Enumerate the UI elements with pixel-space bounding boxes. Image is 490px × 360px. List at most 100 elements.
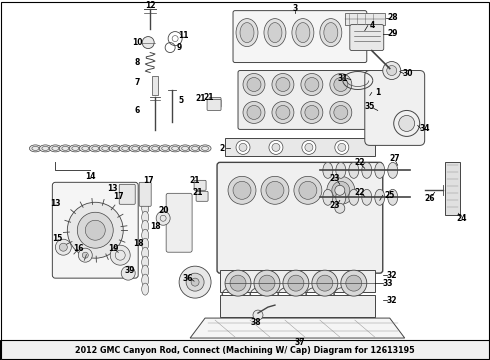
Circle shape <box>191 278 199 286</box>
Circle shape <box>233 181 251 199</box>
Circle shape <box>228 176 256 204</box>
Ellipse shape <box>79 145 91 152</box>
Ellipse shape <box>49 145 61 152</box>
Ellipse shape <box>268 23 282 42</box>
Circle shape <box>338 143 346 151</box>
Circle shape <box>272 143 280 151</box>
Ellipse shape <box>388 189 398 205</box>
Bar <box>345 13 385 24</box>
Ellipse shape <box>129 145 141 152</box>
Circle shape <box>301 102 323 123</box>
Ellipse shape <box>59 145 72 152</box>
Text: 35: 35 <box>365 102 375 111</box>
FancyBboxPatch shape <box>207 99 221 111</box>
Text: 30: 30 <box>402 69 413 78</box>
Circle shape <box>305 143 313 151</box>
Bar <box>0 340 490 360</box>
Circle shape <box>142 37 154 49</box>
Circle shape <box>247 77 261 91</box>
Ellipse shape <box>388 162 398 178</box>
FancyBboxPatch shape <box>217 162 383 273</box>
Text: 5: 5 <box>178 96 184 105</box>
Circle shape <box>335 140 349 154</box>
Ellipse shape <box>336 189 346 205</box>
Circle shape <box>121 266 135 280</box>
Polygon shape <box>444 162 460 215</box>
Ellipse shape <box>139 145 151 152</box>
Circle shape <box>272 73 294 95</box>
Ellipse shape <box>142 202 148 214</box>
Ellipse shape <box>320 19 342 46</box>
Circle shape <box>59 243 67 251</box>
Text: 12: 12 <box>145 1 155 10</box>
Circle shape <box>299 181 317 199</box>
FancyBboxPatch shape <box>365 71 425 145</box>
Ellipse shape <box>324 23 338 42</box>
Text: 16: 16 <box>73 244 84 253</box>
Text: 24: 24 <box>456 214 467 223</box>
Ellipse shape <box>292 19 314 46</box>
Ellipse shape <box>119 145 131 152</box>
Text: 21: 21 <box>190 176 200 185</box>
FancyBboxPatch shape <box>209 98 221 107</box>
Text: 18: 18 <box>150 222 161 231</box>
Ellipse shape <box>236 19 258 46</box>
FancyBboxPatch shape <box>119 184 135 204</box>
FancyBboxPatch shape <box>139 182 151 206</box>
Circle shape <box>332 181 350 199</box>
Text: 11: 11 <box>178 31 188 40</box>
Bar <box>225 138 375 156</box>
Text: 23: 23 <box>330 174 340 183</box>
Ellipse shape <box>296 23 310 42</box>
Circle shape <box>288 275 304 291</box>
Text: 15: 15 <box>52 234 63 243</box>
Text: 19: 19 <box>108 244 119 253</box>
Circle shape <box>317 275 333 291</box>
Text: 38: 38 <box>251 318 261 327</box>
Ellipse shape <box>264 19 286 46</box>
Text: 18: 18 <box>133 239 144 248</box>
FancyBboxPatch shape <box>194 180 206 190</box>
Ellipse shape <box>109 145 121 152</box>
Text: 1: 1 <box>375 88 380 97</box>
FancyBboxPatch shape <box>166 193 192 252</box>
Text: 22: 22 <box>355 188 365 197</box>
Circle shape <box>399 116 415 131</box>
Ellipse shape <box>142 220 148 232</box>
Text: 7: 7 <box>135 78 140 87</box>
Ellipse shape <box>179 145 191 152</box>
Bar <box>220 270 375 292</box>
Ellipse shape <box>142 265 148 277</box>
Text: 17: 17 <box>113 192 123 201</box>
Text: 28: 28 <box>388 13 398 22</box>
Circle shape <box>330 102 352 123</box>
Circle shape <box>261 176 289 204</box>
Ellipse shape <box>99 145 111 152</box>
Circle shape <box>276 77 290 91</box>
Text: 39: 39 <box>125 266 135 275</box>
Bar <box>152 76 158 95</box>
FancyBboxPatch shape <box>196 191 208 201</box>
FancyBboxPatch shape <box>238 71 372 129</box>
Text: 6: 6 <box>135 106 140 115</box>
Text: 22: 22 <box>355 158 365 167</box>
Ellipse shape <box>142 247 148 259</box>
Circle shape <box>243 73 265 95</box>
Circle shape <box>225 270 251 296</box>
Ellipse shape <box>349 162 359 178</box>
Ellipse shape <box>69 145 81 152</box>
Circle shape <box>110 245 130 265</box>
Text: 2012 GMC Canyon Rod, Connect (Machining W/ Cap) Diagram for 12613195: 2012 GMC Canyon Rod, Connect (Machining … <box>75 346 415 355</box>
Ellipse shape <box>89 145 101 152</box>
Circle shape <box>266 181 284 199</box>
Text: 10: 10 <box>132 38 143 47</box>
Circle shape <box>67 202 123 258</box>
Text: 14: 14 <box>85 172 96 181</box>
Text: 37: 37 <box>294 338 305 347</box>
Circle shape <box>247 105 261 120</box>
Circle shape <box>156 211 170 225</box>
Ellipse shape <box>142 238 148 250</box>
Circle shape <box>236 140 250 154</box>
Circle shape <box>346 275 362 291</box>
Text: 21: 21 <box>193 188 203 197</box>
